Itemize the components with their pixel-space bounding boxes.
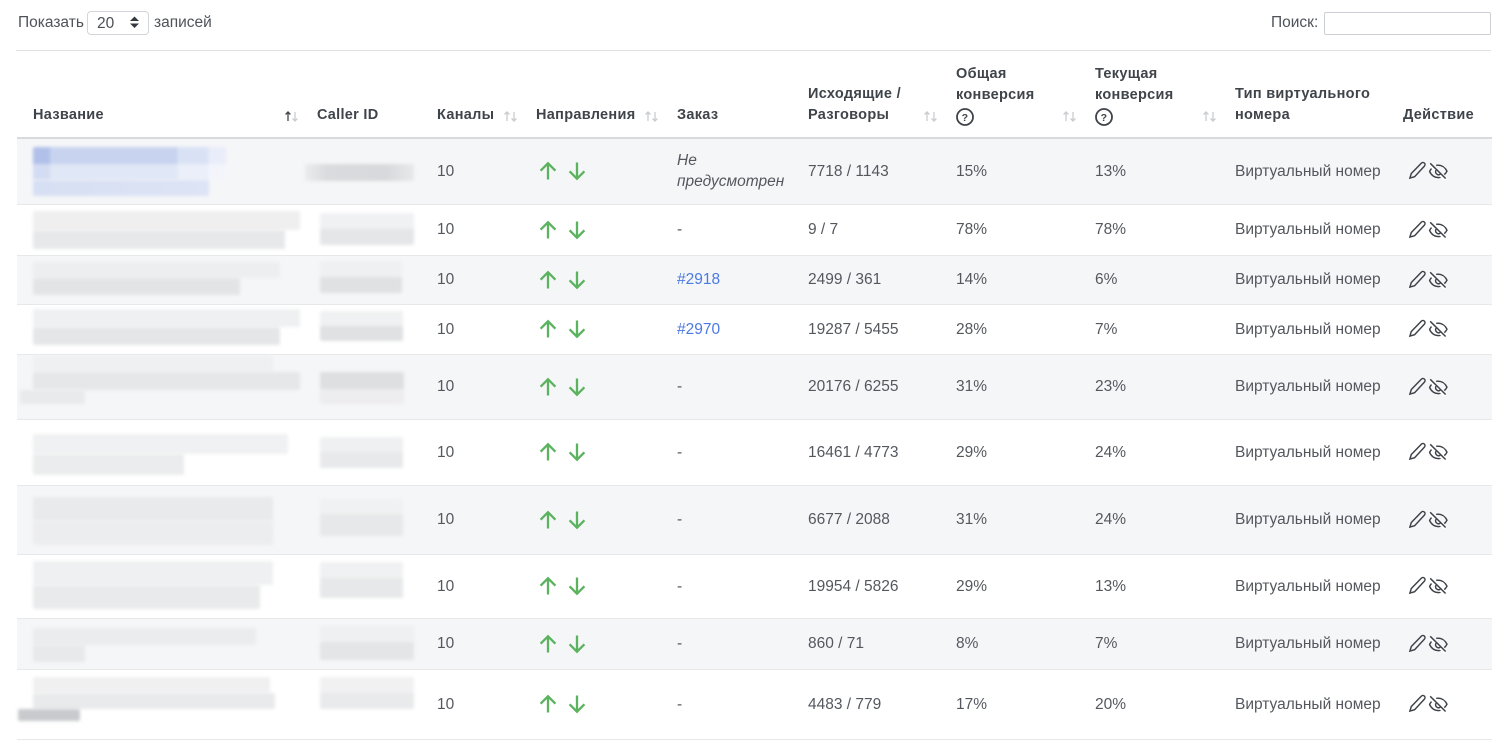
svg-text:?: ? (1101, 112, 1108, 124)
svg-text:?: ? (962, 112, 969, 124)
